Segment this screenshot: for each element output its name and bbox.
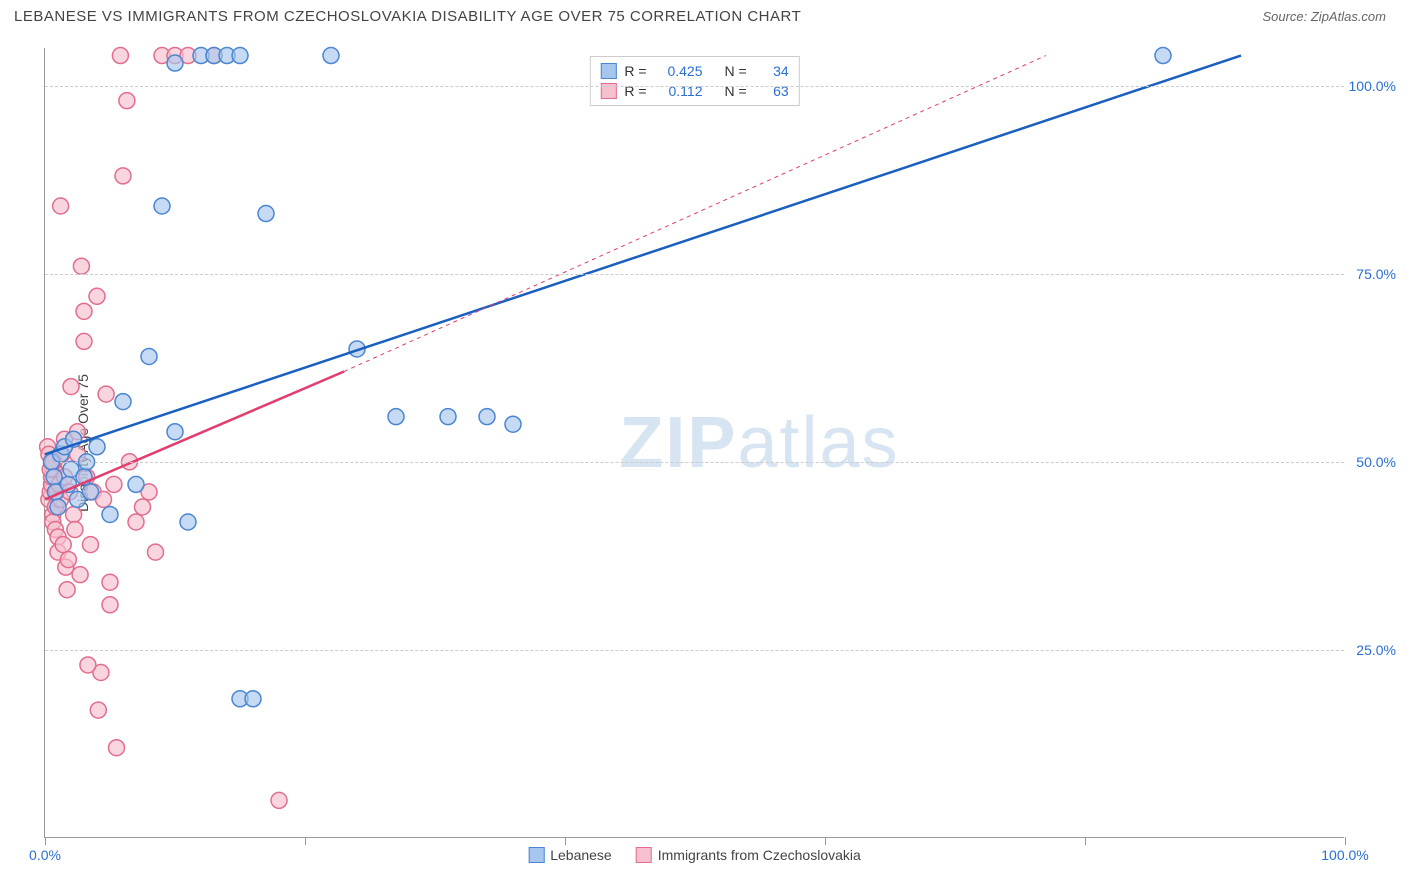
scatter-point [83, 484, 99, 500]
scatter-point [90, 702, 106, 718]
series-legend-item: Immigrants from Czechoslovakia [636, 847, 861, 863]
scatter-point [53, 198, 69, 214]
chart-title: LEBANESE VS IMMIGRANTS FROM CZECHOSLOVAK… [14, 8, 801, 25]
title-bar: LEBANESE VS IMMIGRANTS FROM CZECHOSLOVAK… [0, 0, 1406, 29]
scatter-point [46, 469, 62, 485]
plot-wrap: Disability Age Over 75 ZIPatlas R =0.425… [44, 48, 1394, 838]
scatter-point [167, 55, 183, 71]
gridline-h [45, 274, 1344, 275]
scatter-point [59, 582, 75, 598]
legend-swatch [528, 847, 544, 863]
scatter-point [66, 506, 82, 522]
r-label: R = [624, 63, 646, 79]
plot-area: ZIPatlas R =0.425N =34R =0.112N =63 Leba… [44, 48, 1344, 838]
source-name: ZipAtlas.com [1311, 9, 1386, 24]
correlation-legend-row: R = 0.425 N = 34 [600, 61, 788, 81]
scatter-point [154, 198, 170, 214]
y-tick-label: 75.0% [1356, 266, 1396, 282]
scatter-point [128, 476, 144, 492]
x-tick-label: 100.0% [1321, 847, 1368, 863]
scatter-point [63, 379, 79, 395]
x-tick [825, 837, 826, 845]
x-tick [565, 837, 566, 845]
scatter-point [167, 424, 183, 440]
series-legend-label: Immigrants from Czechoslovakia [658, 847, 861, 863]
scatter-point [76, 303, 92, 319]
trend-line [45, 372, 344, 500]
scatter-point [323, 48, 339, 64]
scatter-point [148, 544, 164, 560]
scatter-point [80, 657, 96, 673]
scatter-point [106, 476, 122, 492]
scatter-point [67, 522, 83, 538]
source-credit: Source: ZipAtlas.com [1262, 9, 1386, 24]
series-legend-item: Lebanese [528, 847, 612, 863]
scatter-point [271, 792, 287, 808]
scatter-point [102, 597, 118, 613]
gridline-h [45, 462, 1344, 463]
source-label: Source: [1262, 9, 1310, 24]
legend-swatch [636, 847, 652, 863]
scatter-point [73, 258, 89, 274]
scatter-point [83, 537, 99, 553]
scatter-point [232, 48, 248, 64]
scatter-point [505, 416, 521, 432]
correlation-legend-row: R =0.112N =63 [600, 81, 788, 101]
scatter-point [72, 567, 88, 583]
gridline-h [45, 650, 1344, 651]
scatter-point [479, 409, 495, 425]
scatter-point [440, 409, 456, 425]
scatter-point [60, 552, 76, 568]
scatter-point [1155, 48, 1171, 64]
scatter-point [50, 499, 66, 515]
y-tick-label: 100.0% [1349, 78, 1396, 94]
x-tick [1085, 837, 1086, 845]
scatter-point [115, 168, 131, 184]
scatter-point [141, 348, 157, 364]
n-value: 34 [761, 63, 789, 79]
gridline-h [45, 86, 1344, 87]
scatter-point [115, 394, 131, 410]
scatter-point [180, 514, 196, 530]
scatter-point [76, 333, 92, 349]
scatter-point [55, 537, 71, 553]
n-label: N = [725, 63, 747, 79]
x-tick [45, 837, 46, 845]
trend-line [45, 56, 1241, 455]
scatter-point [135, 499, 151, 515]
x-tick-label: 0.0% [29, 847, 61, 863]
scatter-point [89, 288, 105, 304]
scatter-point [89, 439, 105, 455]
correlation-legend: R = 0.425 N = 34 R =0.112N =63 [589, 56, 799, 106]
scatter-point [388, 409, 404, 425]
x-tick [305, 837, 306, 845]
scatter-point [119, 93, 135, 109]
scatter-point [98, 386, 114, 402]
legend-swatch [600, 63, 616, 79]
scatter-point [128, 514, 144, 530]
scatter-point [102, 506, 118, 522]
scatter-point [245, 691, 261, 707]
series-legend: Lebanese Immigrants from Czechoslovakia [528, 847, 861, 863]
series-legend-label: Lebanese [550, 847, 612, 863]
y-tick-label: 25.0% [1356, 642, 1396, 658]
scatter-point [258, 206, 274, 222]
x-tick [1345, 837, 1346, 845]
y-tick-label: 50.0% [1356, 454, 1396, 470]
scatter-point [102, 574, 118, 590]
plot-svg [45, 48, 1344, 837]
r-value: 0.425 [655, 63, 703, 79]
scatter-point [109, 740, 125, 756]
scatter-point [112, 48, 128, 64]
